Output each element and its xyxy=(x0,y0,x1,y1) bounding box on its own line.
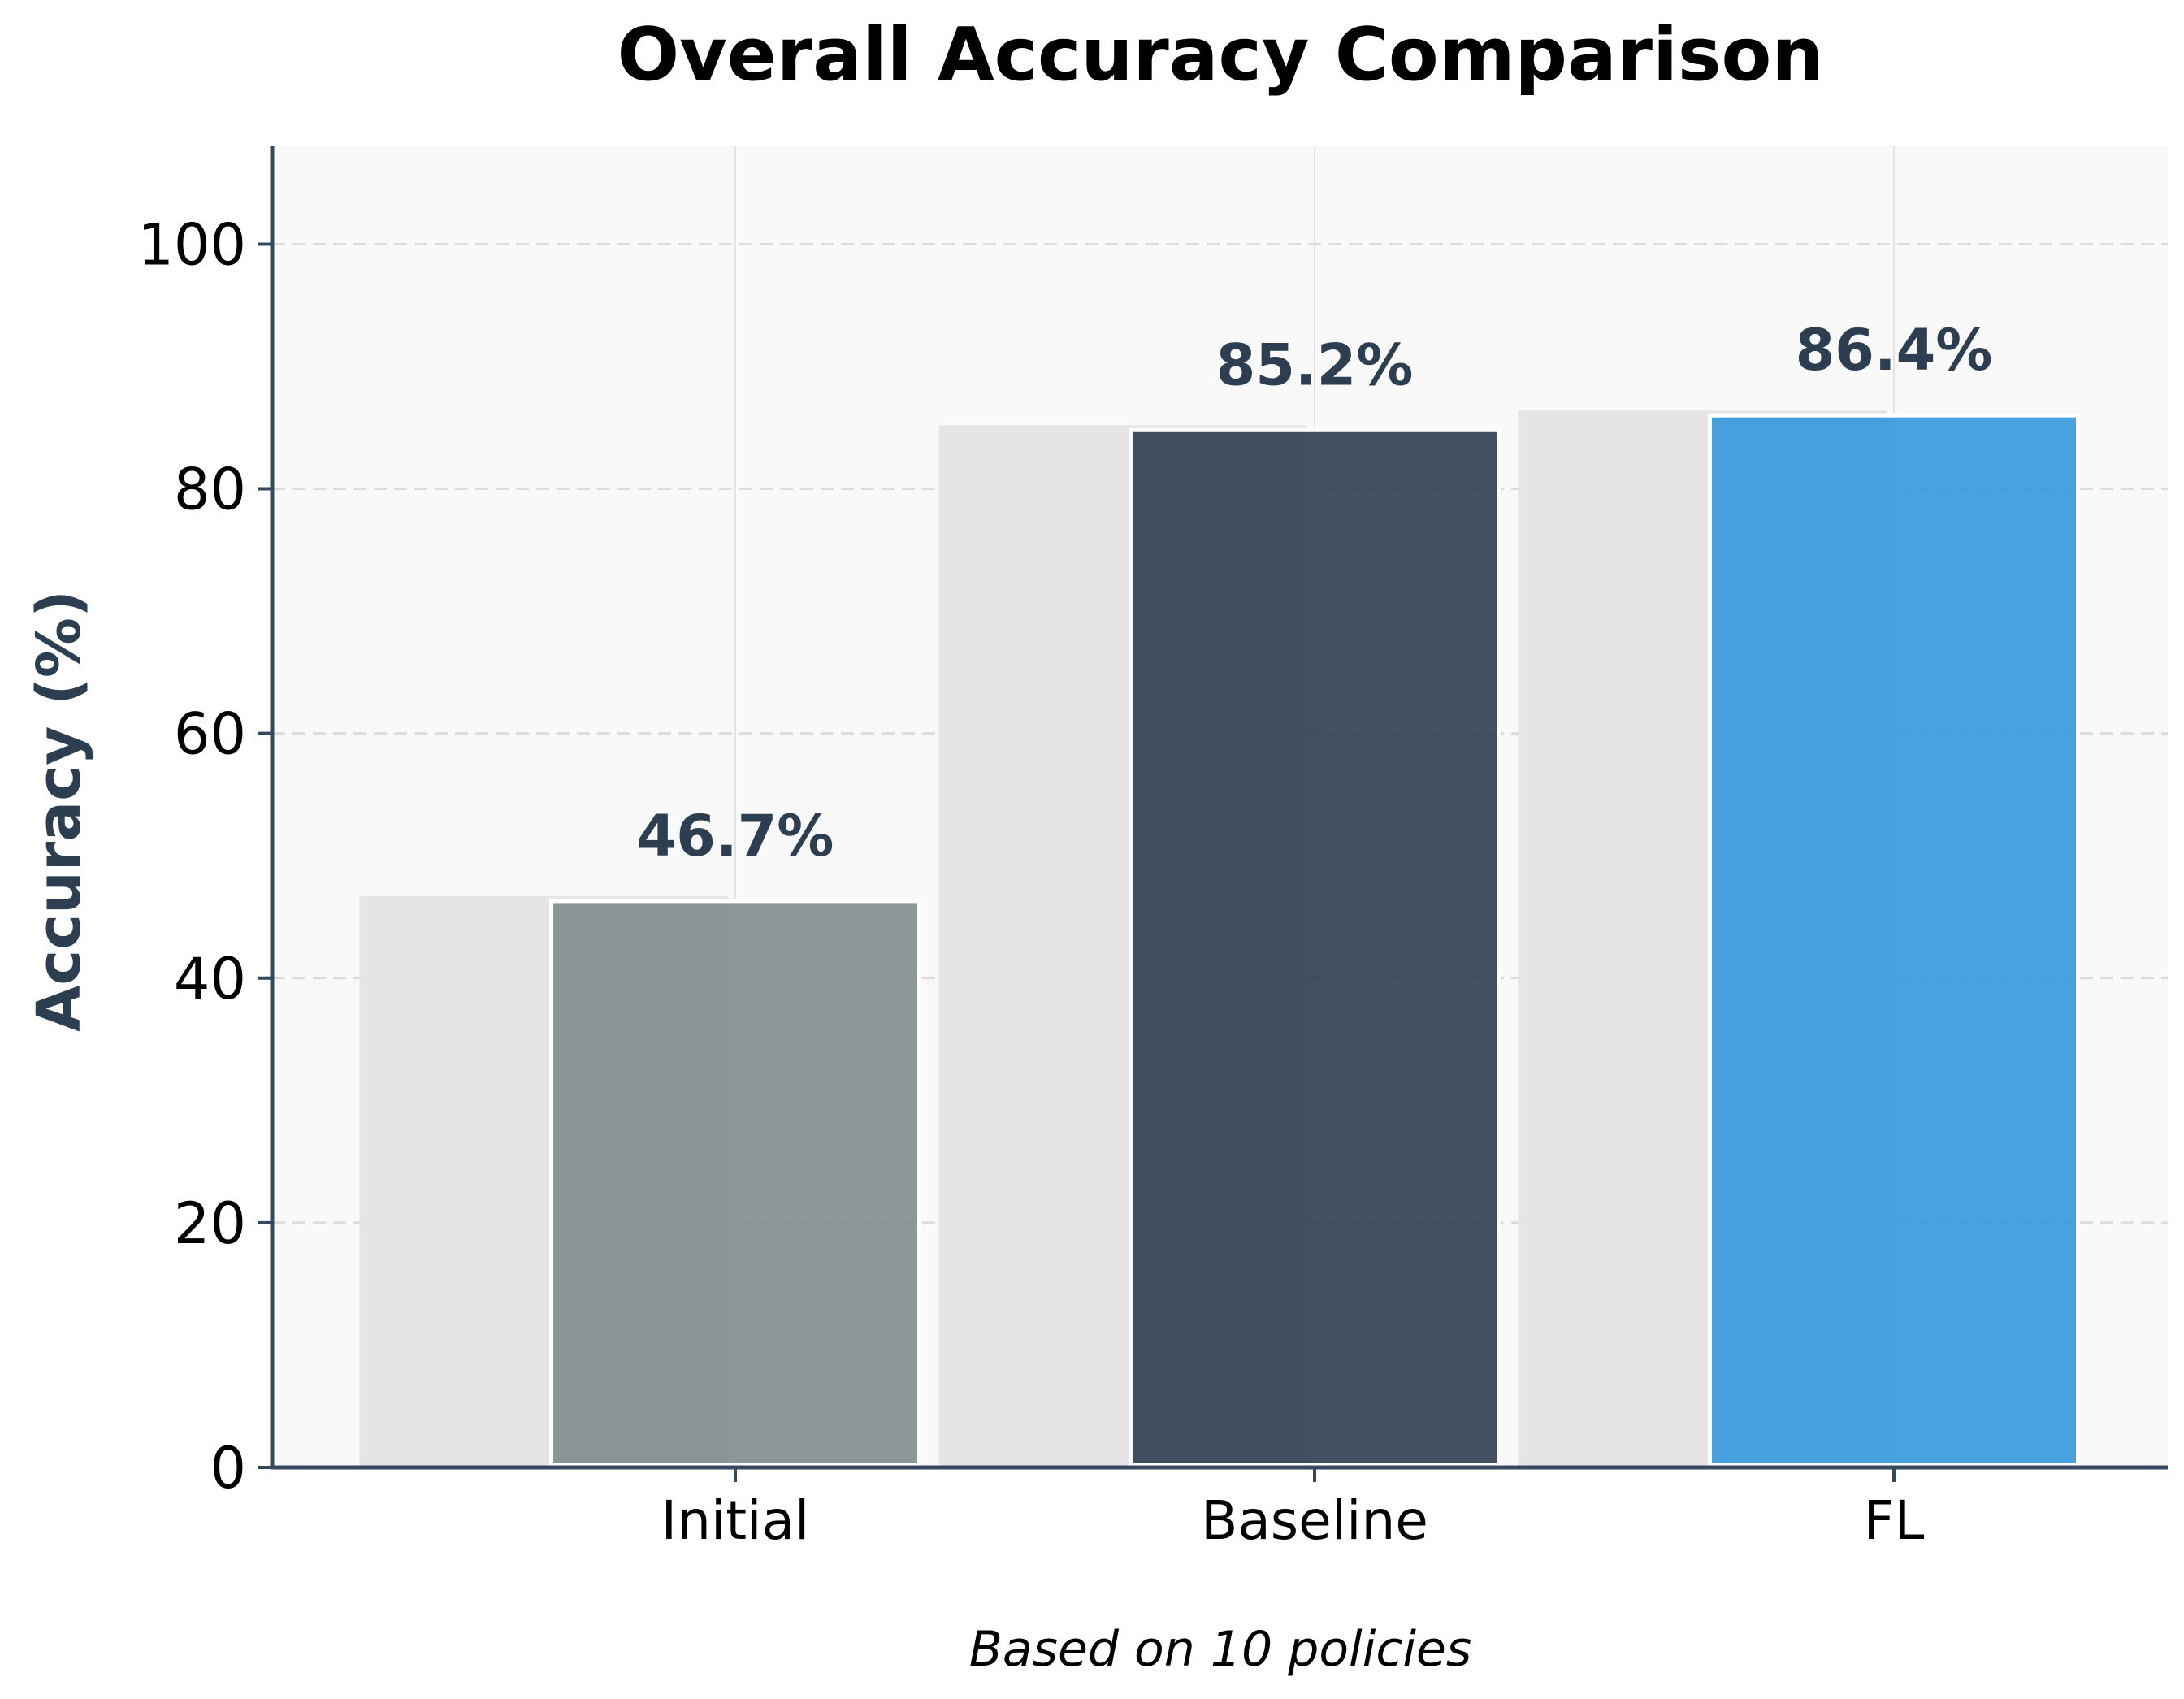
y-tick-label: 0 xyxy=(210,1435,246,1502)
bar-value-label: 46.7% xyxy=(637,803,834,869)
y-tick-label: 40 xyxy=(174,946,246,1012)
y-axis-label: Accuracy (%) xyxy=(24,590,94,1032)
axes xyxy=(270,146,2168,1470)
bar xyxy=(1708,413,2080,1467)
y-tick-label: 20 xyxy=(174,1190,246,1257)
x-tick-label: Initial xyxy=(661,1489,810,1552)
y-tick-label: 100 xyxy=(137,211,246,278)
bars xyxy=(549,413,2080,1467)
bar-value-label: 85.2% xyxy=(1216,332,1414,398)
bar xyxy=(1129,427,1501,1467)
x-tick-label: Baseline xyxy=(1201,1489,1428,1552)
bar-value-label: 86.4% xyxy=(1796,317,1993,384)
y-tick-label: 60 xyxy=(174,701,246,768)
value-labels: 46.7% 85.2% 86.4% xyxy=(637,317,1993,869)
y-tick-label: 80 xyxy=(174,457,246,523)
bar xyxy=(549,899,921,1467)
chart-title: Overall Accuracy Comparison xyxy=(618,12,1824,98)
x-tick-label: FL xyxy=(1864,1489,1925,1552)
chart-subtitle: Based on 10 policies xyxy=(969,1621,1471,1678)
ticks: 0 20 40 60 80 100 Initial Baseline FL xyxy=(137,211,1924,1552)
